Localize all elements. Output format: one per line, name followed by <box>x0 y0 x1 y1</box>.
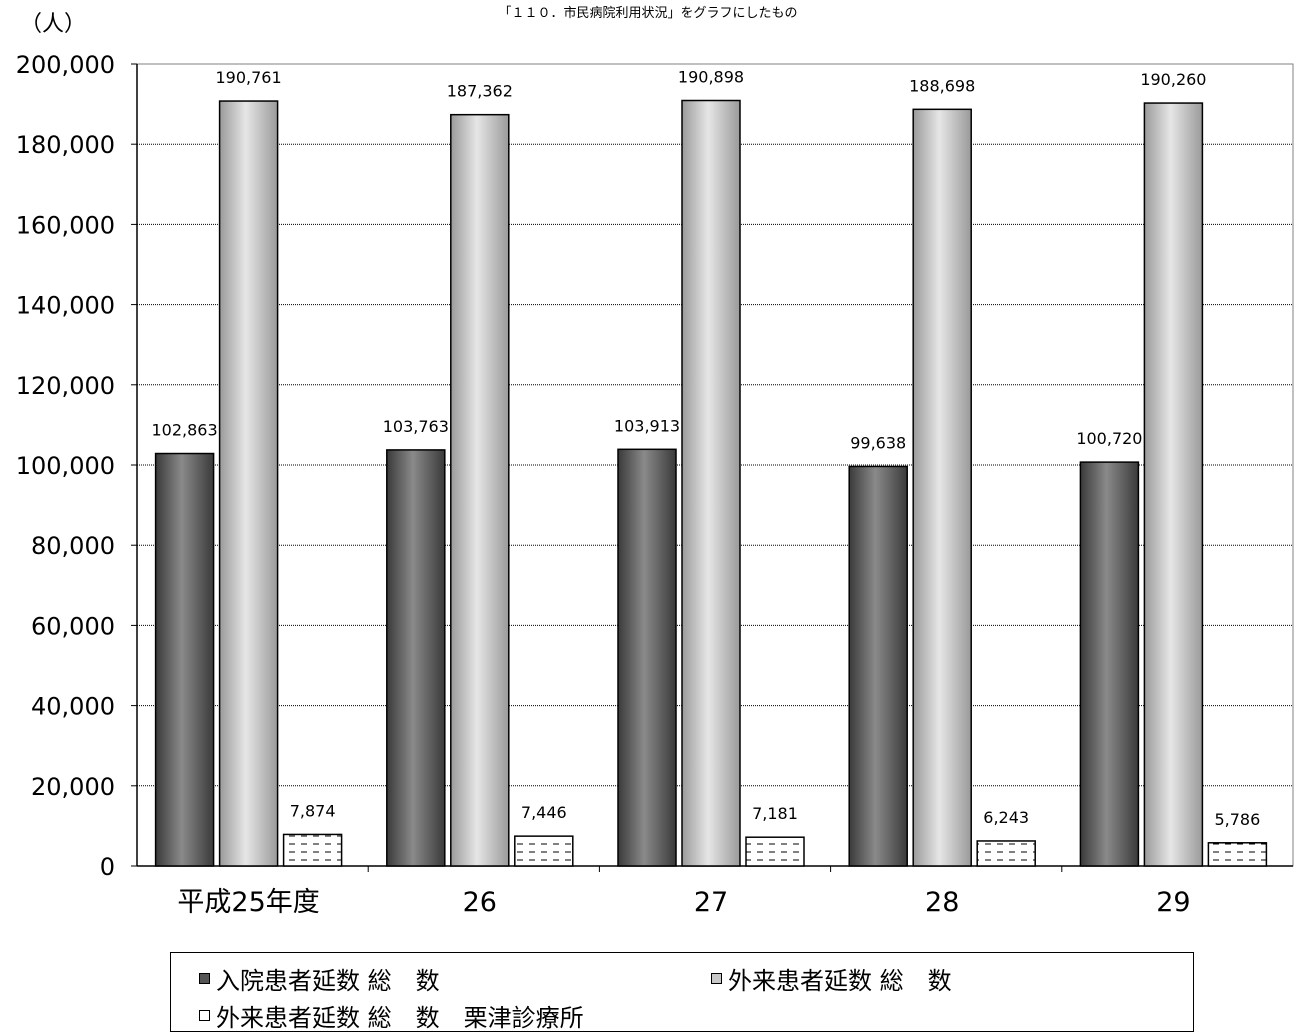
bar-value-label: 7,446 <box>521 803 567 822</box>
y-tick-label: 20,000 <box>31 773 115 801</box>
y-axis-unit-label: （人） <box>20 12 87 37</box>
bar-value-label: 100,720 <box>1076 429 1142 448</box>
y-tick-label: 40,000 <box>31 693 115 721</box>
bar-value-label: 7,181 <box>752 804 798 823</box>
bar-series-2 <box>1207 842 1268 867</box>
bar-value-label: 103,913 <box>614 416 680 435</box>
bar-value-label: 188,698 <box>909 76 975 95</box>
x-category-label: 28 <box>925 887 959 918</box>
legend: 入院患者延数 総 数 外来患者延数 総 数 外来患者延数 総 数 栗津診療所 <box>170 952 1194 1032</box>
legend-label: 外来患者延数 総 数 栗津診療所 <box>216 1004 584 1032</box>
bar-series-1 <box>450 113 510 867</box>
y-tick-label: 140,000 <box>16 292 115 320</box>
bar-series-2 <box>745 836 805 867</box>
y-tick-label: 180,000 <box>16 131 115 159</box>
bar-series-0 <box>1079 461 1140 867</box>
legend-label: 外来患者延数 総 数 <box>728 967 952 995</box>
bar-series-2 <box>976 840 1036 867</box>
x-category-label: 平成25年度 <box>177 887 319 918</box>
bar-series-2 <box>514 835 574 867</box>
x-category-label: 26 <box>463 887 497 918</box>
y-tick-label: 0 <box>100 853 115 881</box>
y-tick-label: 60,000 <box>31 612 115 640</box>
bar-value-label: 99,638 <box>850 433 906 452</box>
bar-series-2 <box>282 833 343 867</box>
legend-swatch-icon <box>711 973 722 984</box>
bar-series-0 <box>617 448 677 867</box>
plot-area: 0 20,000 40,000 60,000 80,000 100,000 120,000 1… <box>16 51 1294 918</box>
bar-series-0 <box>386 449 446 867</box>
bar-value-label: 103,763 <box>383 417 449 436</box>
bar-value-label: 190,898 <box>678 67 744 86</box>
bar-value-label: 187,362 <box>447 82 513 101</box>
bar-series-0 <box>848 465 908 867</box>
x-category-label: 27 <box>694 887 728 918</box>
legend-label: 入院患者延数 総 数 <box>216 967 440 995</box>
bar-series-0 <box>154 452 215 867</box>
y-tick-label: 100,000 <box>16 452 115 480</box>
chart-title: 「１１０．市民病院利用状況」をグラフにしたもの <box>498 6 798 21</box>
bar-value-label: 7,874 <box>290 801 336 820</box>
y-tick-label: 80,000 <box>31 532 115 560</box>
bar-value-label: 102,863 <box>152 421 218 440</box>
y-tick-label: 120,000 <box>16 372 115 400</box>
y-tick-label: 160,000 <box>16 211 115 239</box>
bar-value-label: 5,786 <box>1214 810 1260 829</box>
legend-swatch-icon <box>199 1010 210 1021</box>
bar-series-1 <box>1143 102 1204 867</box>
legend-item-outpatient: 外来患者延数 総 数 <box>711 961 952 996</box>
x-category-label: 29 <box>1156 887 1190 918</box>
bar-series-1 <box>912 108 972 867</box>
bar-value-label: 190,260 <box>1140 70 1206 89</box>
legend-item-inpatient: 入院患者延数 総 数 <box>199 961 440 996</box>
bar-value-label: 6,243 <box>983 808 1029 827</box>
bar-series-1 <box>681 99 741 867</box>
legend-swatch-icon <box>199 973 210 984</box>
legend-item-clinic: 外来患者延数 総 数 栗津診療所 <box>199 998 584 1033</box>
y-tick-label: 200,000 <box>16 51 115 79</box>
bar-series-1 <box>218 100 279 867</box>
bar-value-label: 190,761 <box>216 68 282 87</box>
